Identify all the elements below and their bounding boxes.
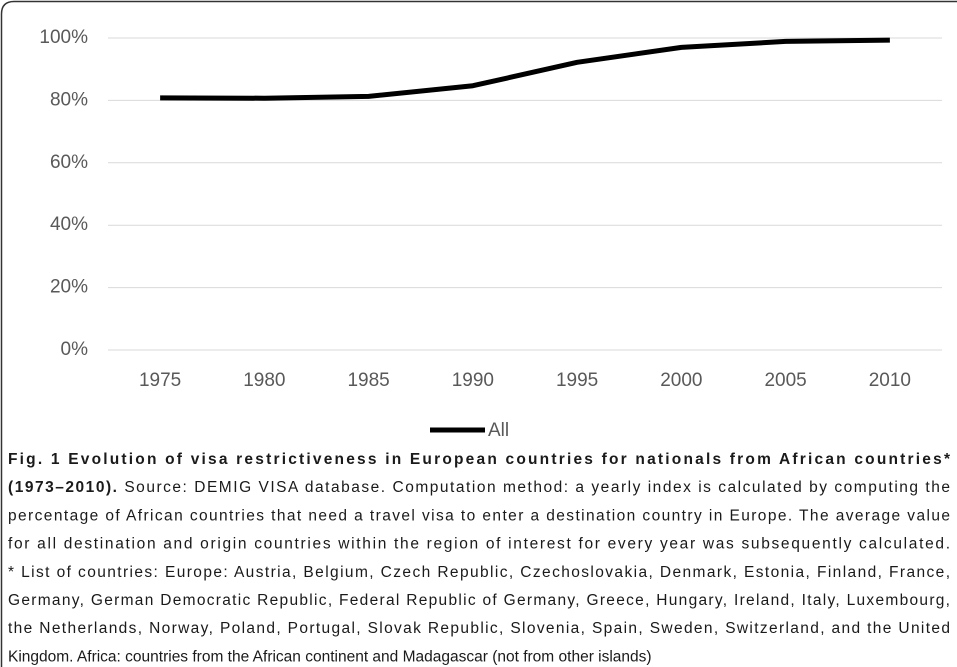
caption-title: (1973–2010).: [8, 479, 117, 496]
x-tick-label: 1985: [347, 370, 389, 391]
y-tick-label: 40%: [50, 214, 88, 235]
caption-line: (1973–2010). Source: DEMIG VISA database…: [8, 479, 950, 496]
y-tick-label: 100%: [39, 27, 88, 48]
x-tick-label: 2005: [764, 370, 806, 391]
caption-text: * List of countries: Europe: Austria, Be…: [8, 564, 950, 581]
x-tick-label: 1980: [243, 370, 285, 391]
caption-line: the Netherlands, Norway, Poland, Portuga…: [8, 620, 950, 637]
x-tick-label: 2010: [869, 370, 911, 391]
caption-line: Germany, German Democratic Republic, Fed…: [8, 592, 950, 609]
caption-title: Fig. 1 Evolution of visa restrictiveness…: [8, 451, 951, 468]
x-tick-label: 1990: [452, 370, 494, 391]
caption-line: Kingdom. Africa: countries from the Afri…: [8, 648, 652, 665]
x-tick-label: 2000: [660, 370, 702, 391]
caption-text: Kingdom. Africa: countries from the Afri…: [8, 648, 652, 665]
caption-line: percentage of African countries that nee…: [8, 507, 950, 524]
x-tick-label: 1995: [556, 370, 598, 391]
y-tick-label: 60%: [50, 152, 88, 173]
y-tick-label: 0%: [61, 339, 89, 360]
caption-text: Germany, German Democratic Republic, Fed…: [8, 592, 950, 609]
caption-text: the Netherlands, Norway, Poland, Portuga…: [8, 620, 950, 637]
caption-line: for all destination and origin countries…: [8, 536, 950, 553]
caption-text: for all destination and origin countries…: [8, 536, 950, 553]
caption-text: percentage of African countries that nee…: [8, 507, 950, 524]
caption-text: Source: DEMIG VISA database. Computation…: [124, 479, 950, 496]
caption-line: * List of countries: Europe: Austria, Be…: [8, 564, 950, 581]
y-tick-label: 80%: [50, 89, 88, 110]
y-tick-label: 20%: [50, 277, 88, 298]
line: [160, 37, 890, 101]
x-tick-label: 1975: [139, 370, 181, 391]
legend-label: All: [488, 420, 509, 441]
